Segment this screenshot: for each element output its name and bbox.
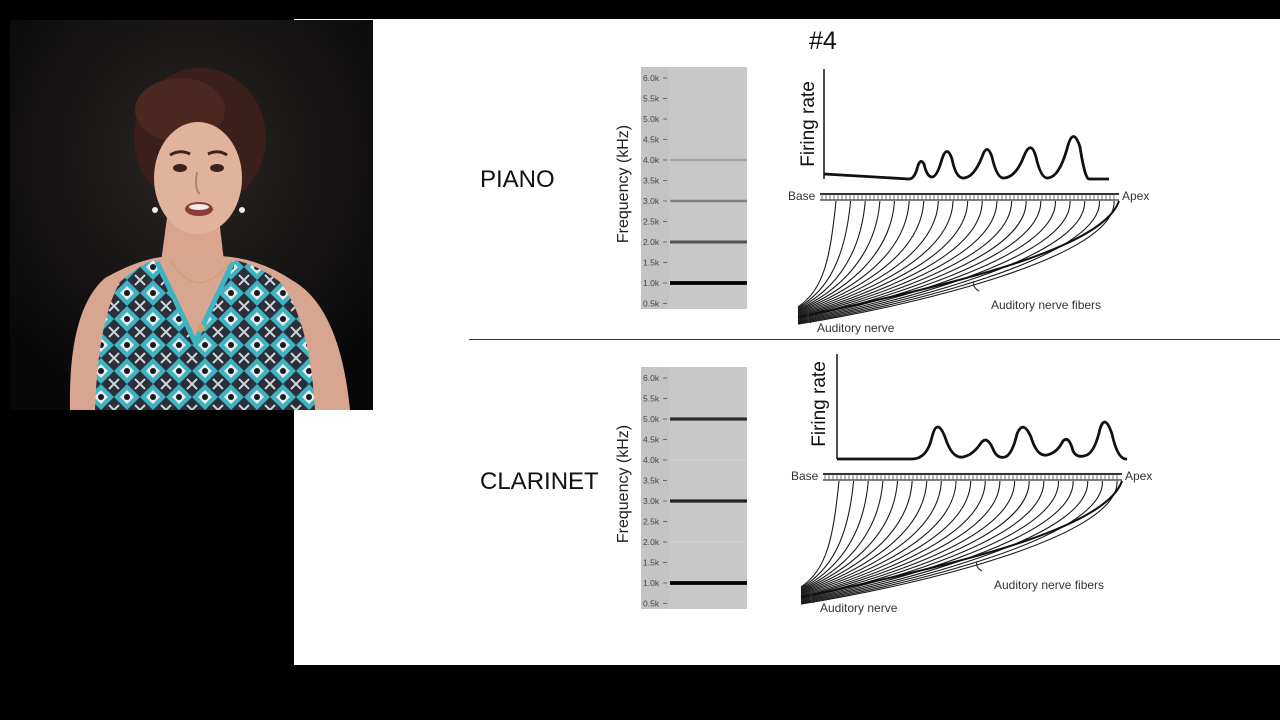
frequency-tick-label: 5.0k: [643, 414, 660, 424]
auditory-nerve-fibers: [800, 480, 1123, 605]
nerve-fiber: [800, 480, 855, 589]
frequency-tick-label: 2.0k: [643, 537, 660, 547]
nerve-fiber: [800, 480, 1001, 598]
nerve-fiber: [800, 480, 1123, 598]
nerve-fiber: [800, 480, 1103, 604]
frequency-tick-label: 2.5k: [643, 517, 660, 527]
presenter-video-icon: [10, 20, 373, 410]
nerve-fiber: [800, 480, 1060, 602]
nerve-fiber: [797, 200, 1120, 318]
firing-rate-curve: [837, 420, 1127, 461]
spectrogram-clarinet: Frequency (kHz) 6.0k 5.5k 5.0k 4.5k 4.0k 3.5k…: [615, 367, 747, 609]
panel-divider: [469, 339, 1280, 340]
nerve-fiber: [800, 480, 942, 594]
frequency-tick-label: 1.5k: [643, 258, 660, 268]
frequency-tick-label: 1.5k: [643, 558, 660, 568]
basilar-membrane: [820, 193, 1119, 201]
nerve-fiber: [797, 200, 852, 309]
frequency-tick-label: 4.0k: [643, 155, 660, 165]
nerve-fiber: [800, 480, 928, 593]
nerve-fiber: [797, 200, 983, 317]
frequency-tick-label: 2.0k: [643, 237, 660, 247]
nerve-fiber: [797, 200, 866, 310]
frequency-tick-label: 3.5k: [643, 176, 660, 186]
cochlea-diagram-clarinet: Firing rate Base Apex Auditory nerve fib…: [791, 354, 1152, 615]
frequency-tick-label: 0.5k: [643, 599, 660, 609]
fibers-label: Auditory nerve fibers: [991, 298, 1101, 312]
base-label: Base: [788, 189, 816, 203]
frequency-tick-label: 5.5k: [643, 394, 660, 404]
nerve-fiber: [797, 200, 1057, 322]
spectrogram-ylabel: Frequency (kHz): [615, 425, 632, 543]
nerve-fiber: [800, 480, 1045, 601]
instrument-label-clarinet: CLARINET: [480, 468, 599, 495]
presenter-webcam: [10, 20, 373, 410]
frequency-tick-label: 1.0k: [643, 578, 660, 588]
nerve-fiber: [800, 480, 1118, 605]
frequency-tick-label: 3.0k: [643, 496, 660, 506]
nerve-fiber: [800, 480, 869, 590]
frequency-tick-label: 1.0k: [643, 278, 660, 288]
spectrogram-piano: Frequency (kHz) 6.0k 5.5k 5.0k 4.5k 4.0k 3.5k…: [615, 67, 747, 309]
spectrogram-tick-strip: [641, 67, 669, 309]
nerve-fiber: [800, 480, 913, 593]
spectrogram-ylabel: Frequency (kHz): [615, 125, 632, 243]
frequency-tick-label: 3.0k: [643, 196, 660, 206]
frequency-tick-label: 6.0k: [643, 373, 660, 383]
nerve-fiber: [797, 200, 1100, 324]
nerve-fiber: [797, 200, 939, 314]
firing-rate-label: Firing rate: [809, 361, 830, 447]
nerve-fiber: [800, 480, 840, 588]
frequency-tick-label: 4.0k: [643, 455, 660, 465]
instrument-label-piano: PIANO: [480, 166, 555, 193]
nerve-fiber: [800, 480, 884, 591]
nerve-label: Auditory nerve: [820, 601, 898, 615]
slide-number: #4: [809, 27, 837, 55]
frequency-tick-label: 3.5k: [643, 476, 660, 486]
frequency-tick-label: 4.5k: [643, 435, 660, 445]
slide: #4 PIANO Frequency (kHz) 6.0k 5.5k 5.0k 4.5…: [294, 19, 1280, 665]
nerve-fiber: [800, 480, 972, 596]
nerve-fiber: [797, 200, 1115, 325]
basilar-membrane: [823, 473, 1122, 481]
firing-rate-label: Firing rate: [798, 81, 819, 167]
frequency-tick-label: 5.5k: [643, 94, 660, 104]
fibers-label: Auditory nerve fibers: [994, 578, 1104, 592]
frequency-tick-label: 0.5k: [643, 299, 660, 309]
nerve-label: Auditory nerve: [817, 321, 895, 335]
frequency-tick-label: 6.0k: [643, 73, 660, 83]
nerve-fiber: [797, 200, 910, 313]
auditory-nerve-fibers: [797, 200, 1120, 325]
nerve-fiber: [797, 200, 969, 316]
base-label: Base: [791, 469, 819, 483]
nerve-fiber: [797, 200, 1042, 321]
nerve-fiber: [800, 480, 986, 597]
nerve-fiber: [797, 200, 998, 318]
nerve-fiber: [797, 200, 1086, 323]
nerve-fiber: [800, 480, 899, 592]
nerve-fiber: [797, 200, 837, 308]
frequency-tick-label: 4.5k: [643, 135, 660, 145]
spectrogram-tick-strip: [641, 367, 669, 609]
apex-label: Apex: [1122, 189, 1149, 203]
nerve-fiber: [797, 200, 925, 313]
nerve-fiber: [797, 200, 896, 312]
cochlea-diagram-piano: Firing rate Base Apex Auditory nerve fib…: [788, 69, 1149, 335]
nerve-fiber: [800, 480, 957, 595]
nerve-fiber: [797, 200, 881, 311]
frequency-tick-label: 2.5k: [643, 217, 660, 227]
frequency-tick-label: 5.0k: [643, 114, 660, 124]
nerve-fiber: [800, 480, 1089, 603]
apex-label: Apex: [1125, 469, 1152, 483]
nerve-fiber: [797, 200, 954, 315]
firing-rate-curve: [823, 135, 1109, 181]
